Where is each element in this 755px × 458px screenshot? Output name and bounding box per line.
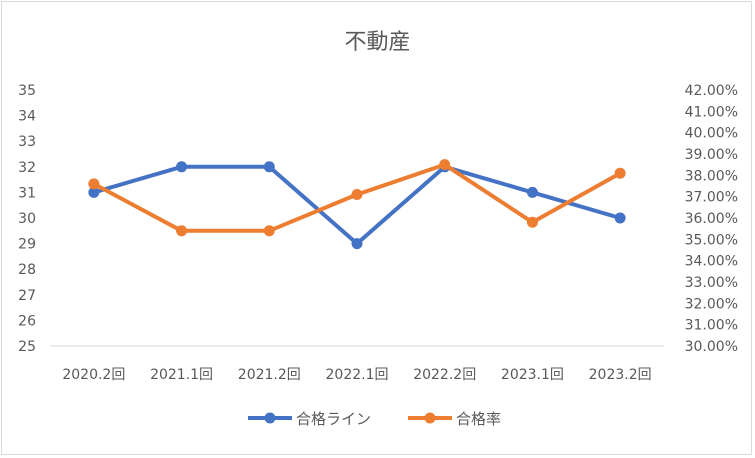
legend-swatch-pass-rate [408, 412, 452, 424]
x-tick-label: 2021.2回 [238, 367, 301, 383]
series-point-0 [614, 212, 626, 224]
x-tick-label: 2023.1回 [501, 367, 564, 383]
y-right-tick-label: 39.00% [685, 147, 738, 163]
y-right-tick-label: 41.00% [685, 104, 738, 120]
y-right-tick-label: 42.00% [685, 83, 738, 99]
y-left-tick-label: 28 [18, 262, 36, 278]
y-right-tick-label: 33.00% [685, 275, 738, 291]
series-point-0 [263, 161, 275, 173]
chart-legend: 合格ライン 合格率 [0, 406, 755, 430]
chart-title: 不動産 [344, 30, 411, 55]
y-left-tick-label: 32 [18, 160, 36, 176]
series-point-1 [88, 178, 100, 190]
y-right-tick-label: 40.00% [685, 126, 738, 142]
y-left-tick-label: 25 [18, 339, 36, 355]
y-right-tick-label: 31.00% [685, 318, 738, 334]
series-point-1 [351, 189, 363, 201]
series-point-0 [88, 186, 100, 198]
series-line-0 [91, 164, 623, 246]
y-left-tick-label: 34 [18, 109, 36, 125]
y-right-tick-label: 35.00% [685, 232, 738, 248]
x-tick-label: 2023.2回 [589, 367, 652, 383]
x-tick-label: 2021.1回 [150, 367, 213, 383]
series-point-1 [176, 225, 188, 237]
y-left-tick-label: 31 [18, 185, 36, 201]
y-left-tick-label: 30 [18, 211, 36, 227]
y-right-tick-label: 34.00% [685, 254, 738, 270]
y-left-tick-label: 26 [18, 313, 36, 329]
legend-label-pass-rate: 合格率 [456, 410, 502, 428]
legend-swatch-pass-line [248, 412, 292, 424]
series-point-0 [351, 238, 363, 250]
y-left-tick-label: 29 [18, 237, 36, 253]
y-left-tick-label: 33 [18, 134, 36, 150]
series-point-1 [614, 167, 626, 179]
legend-label-pass-line: 合格ライン [296, 410, 372, 428]
series-point-1 [439, 159, 451, 171]
x-tick-label: 2022.1回 [326, 367, 389, 383]
series-point-1 [526, 216, 538, 228]
y-right-tick-label: 32.00% [685, 296, 738, 312]
x-tick-label: 2022.2回 [413, 367, 476, 383]
y-left-tick-label: 35 [18, 83, 36, 99]
y-right-tick-label: 30.00% [685, 339, 738, 355]
y-right-tick-label: 38.00% [685, 168, 738, 184]
series-point-1 [263, 225, 275, 237]
x-tick-label: 2020.2回 [62, 367, 125, 383]
y-right-tick-label: 37.00% [685, 190, 738, 206]
y-left-tick-label: 27 [18, 288, 36, 304]
series-point-0 [526, 186, 538, 198]
y-right-tick-label: 36.00% [685, 211, 738, 227]
series-point-0 [176, 161, 188, 173]
